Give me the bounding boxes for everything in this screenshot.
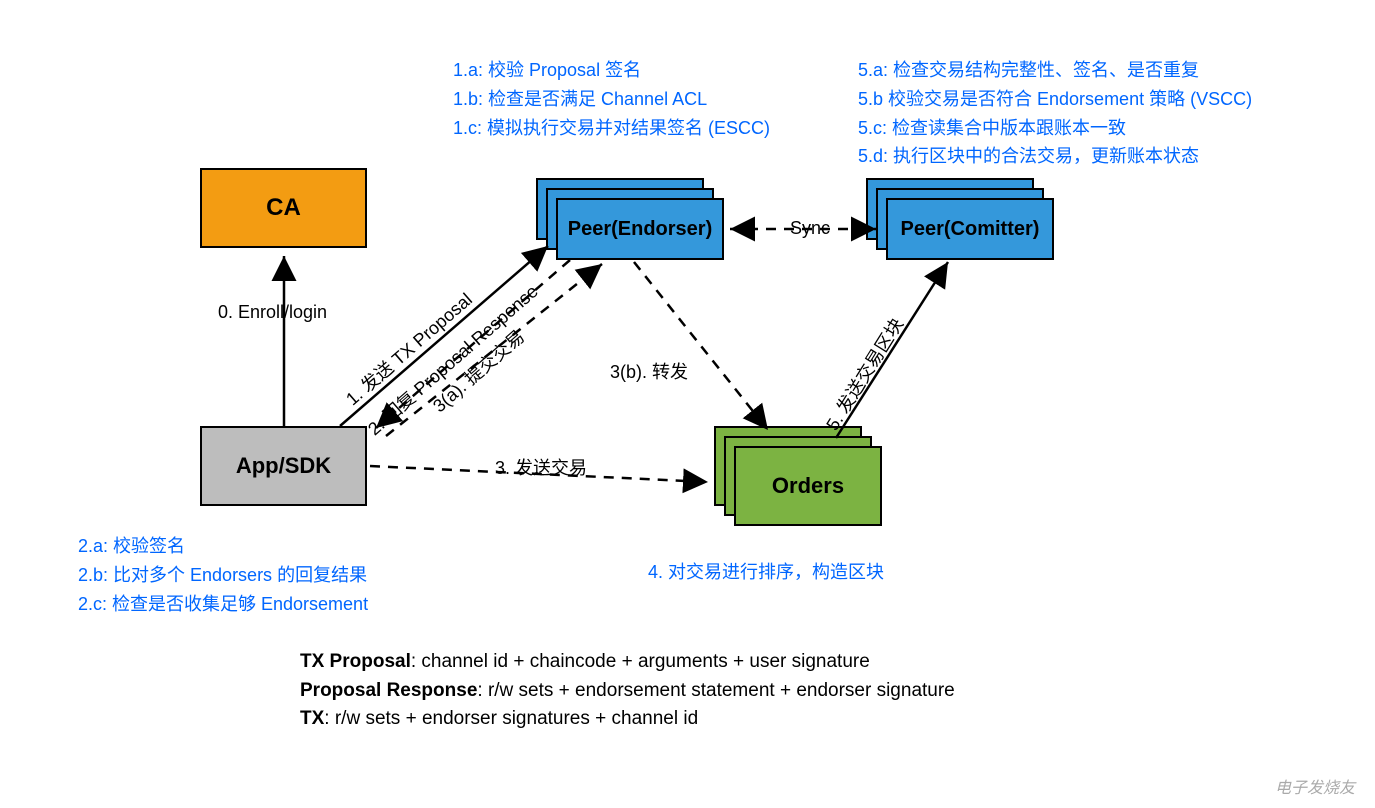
edge-label-send-block: 5. 发送交易区块 xyxy=(819,313,909,435)
annotation-line: 1.b: 检查是否满足 Channel ACL xyxy=(453,85,770,114)
node-orders: Orders xyxy=(734,446,882,526)
edge-label-send-tx: 3. 发送交易 xyxy=(495,454,587,480)
node-orders-label: Orders xyxy=(772,473,844,499)
annotation-line: 1.a: 校验 Proposal 签名 xyxy=(453,56,770,85)
annotation-line: 5.d: 执行区块中的合法交易，更新账本状态 xyxy=(858,142,1252,171)
node-ca: CA xyxy=(200,168,367,248)
annotation-line: 2.c: 检查是否收集足够 Endorsement xyxy=(78,590,368,619)
node-endorser: Peer(Endorser) xyxy=(556,198,724,260)
edge-label-sync: Sync xyxy=(790,218,830,239)
annotation-top-right: 5.a: 检查交易结构完整性、签名、是否重复 5.b 校验交易是否符合 Endo… xyxy=(858,56,1252,171)
annotation-line: 2.a: 校验签名 xyxy=(78,532,368,561)
edge-label-enroll: 0. Enroll/login xyxy=(218,302,327,323)
annotation-bottom-mid: 4. 对交易进行排序，构造区块 xyxy=(648,558,884,587)
edge-label-forward: 3(b). 转发 xyxy=(610,358,688,384)
annotation-line: 5.c: 检查读集合中版本跟账本一致 xyxy=(858,114,1252,143)
watermark: 电子发烧友 xyxy=(1275,774,1355,798)
bottom-def-line: Proposal Response: r/w sets + endorsemen… xyxy=(300,677,955,706)
annotation-line: 4. 对交易进行排序，构造区块 xyxy=(648,558,884,587)
node-ca-label: CA xyxy=(266,194,301,222)
annotation-bottom-left: 2.a: 校验签名 2.b: 比对多个 Endorsers 的回复结果 2.c:… xyxy=(78,532,368,618)
annotation-line: 5.a: 检查交易结构完整性、签名、是否重复 xyxy=(858,56,1252,85)
node-endorser-label: Peer(Endorser) xyxy=(568,218,713,241)
annotation-top-left: 1.a: 校验 Proposal 签名 1.b: 检查是否满足 Channel … xyxy=(453,56,770,142)
node-app: App/SDK xyxy=(200,426,367,506)
bottom-defs: TX Proposal: channel id + chaincode + ar… xyxy=(300,648,955,734)
node-committer: Peer(Comitter) xyxy=(886,198,1054,260)
annotation-line: 2.b: 比对多个 Endorsers 的回复结果 xyxy=(78,561,368,590)
annotation-line: 1.c: 模拟执行交易并对结果签名 (ESCC) xyxy=(453,114,770,143)
node-committer-label: Peer(Comitter) xyxy=(901,218,1040,241)
diagram-canvas: CA App/SDK Peer(Endorser) Peer(Comitter)… xyxy=(0,0,1375,808)
annotation-line: 5.b 校验交易是否符合 Endorsement 策略 (VSCC) xyxy=(858,85,1252,114)
bottom-def-line: TX: r/w sets + endorser signatures + cha… xyxy=(300,705,955,734)
bottom-def-line: TX Proposal: channel id + chaincode + ar… xyxy=(300,648,955,677)
node-app-label: App/SDK xyxy=(236,453,331,479)
